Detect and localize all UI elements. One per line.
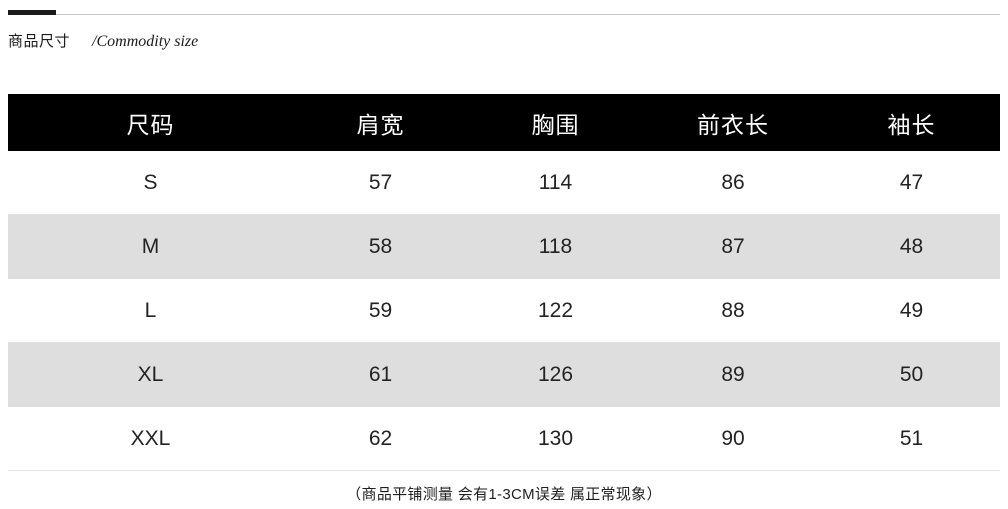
measurement-note: （商品平铺测量 会有1-3CM误差 属正常现象） — [346, 486, 662, 503]
cell-sleeve: 51 — [823, 406, 1000, 471]
cell-size: M — [8, 214, 293, 279]
cell-bust: 130 — [468, 406, 643, 471]
table-header-row: 尺码 肩宽 胸围 前衣长 袖长 — [8, 94, 1000, 151]
section-title: 商品尺寸 /Commodity size — [8, 30, 198, 51]
column-header-shoulder: 肩宽 — [293, 94, 468, 151]
cell-size: XL — [8, 342, 293, 407]
cell-shoulder: 61 — [293, 342, 468, 407]
header-divider — [0, 0, 1008, 22]
table-row: M 58 118 87 48 — [8, 214, 1000, 279]
cell-sleeve: 47 — [823, 151, 1000, 215]
cell-size: XXL — [8, 406, 293, 471]
column-header-bust: 胸围 — [468, 94, 643, 151]
cell-front-length: 88 — [643, 278, 823, 343]
cell-shoulder: 62 — [293, 406, 468, 471]
table-row: L 59 122 88 49 — [8, 278, 1000, 343]
cell-size: S — [8, 151, 293, 215]
cell-bust: 122 — [468, 278, 643, 343]
table-body: S 57 114 86 47 M 58 118 87 48 L 59 122 8… — [8, 151, 1000, 471]
cell-sleeve: 49 — [823, 278, 1000, 343]
section-title-en: /Commodity size — [92, 33, 199, 50]
cell-front-length: 86 — [643, 151, 823, 215]
cell-bust: 114 — [468, 151, 643, 215]
section-title-cn: 商品尺寸 — [8, 33, 71, 50]
divider-line — [8, 14, 1000, 15]
size-chart-table: 尺码 肩宽 胸围 前衣长 袖长 S 57 114 86 47 M 58 118 … — [8, 94, 1000, 471]
column-header-front-length: 前衣长 — [643, 94, 823, 151]
cell-bust: 118 — [468, 214, 643, 279]
accent-bar — [8, 10, 56, 15]
table-row: S 57 114 86 47 — [8, 151, 1000, 215]
table-row: XXL 62 130 90 51 — [8, 406, 1000, 471]
cell-shoulder: 59 — [293, 278, 468, 343]
cell-bust: 126 — [468, 342, 643, 407]
cell-front-length: 90 — [643, 406, 823, 471]
column-header-size: 尺码 — [8, 94, 293, 151]
cell-size: L — [8, 278, 293, 343]
cell-front-length: 87 — [643, 214, 823, 279]
cell-shoulder: 58 — [293, 214, 468, 279]
column-header-sleeve: 袖长 — [823, 94, 1000, 151]
table-row: XL 61 126 89 50 — [8, 342, 1000, 407]
cell-sleeve: 48 — [823, 214, 1000, 279]
cell-sleeve: 50 — [823, 342, 1000, 407]
cell-front-length: 89 — [643, 342, 823, 407]
table-header: 尺码 肩宽 胸围 前衣长 袖长 — [8, 94, 1000, 151]
cell-shoulder: 57 — [293, 151, 468, 215]
